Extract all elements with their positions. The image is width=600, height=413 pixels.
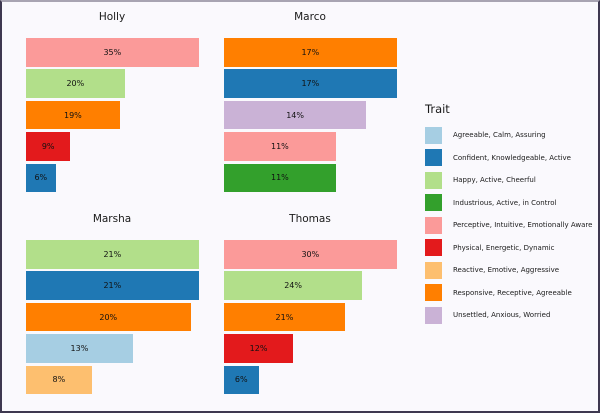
legend-label: Physical, Energetic, Dynamic [453, 243, 555, 252]
bar-value-label: 11% [271, 173, 289, 183]
legend-label: Perceptive, Intuitive, Emotionally Aware [453, 221, 593, 230]
legend-label: Agreeable, Calm, Assuring [453, 131, 546, 140]
bar-value-label: 9% [41, 141, 55, 151]
facet-title: Holly [98, 11, 126, 23]
facet-thomas: Thomas 30% 24% 21% 12% 6% [215, 212, 405, 404]
legend-swatch-icon [425, 261, 442, 279]
facet-bars: 30% 24% 21% 12% 6% [224, 240, 405, 397]
bar: 21% [26, 240, 199, 269]
bar-value-label: 21% [103, 249, 122, 259]
legend-item: Industrious, Active, in Control [425, 192, 592, 215]
bar: 21% [224, 302, 345, 332]
bar-value-label: 13% [70, 343, 89, 353]
bar: 20% [26, 302, 191, 332]
legend-label: Reactive, Emotive, Aggressive [453, 266, 560, 275]
bar-value-label: 20% [99, 312, 118, 322]
legend-swatch-icon [425, 194, 442, 212]
legend-label: Happy, Active, Cheerful [453, 176, 536, 185]
bar-value-label: 17% [301, 79, 320, 89]
bar: 8% [26, 365, 92, 395]
legend-label: Unsettled, Anxious, Worried [453, 311, 551, 320]
legend-swatch-icon [425, 284, 442, 302]
legend-swatch-icon [425, 239, 442, 257]
facet-marco: Marco 17% 17% 14% 11% 11% [215, 10, 405, 202]
bar: 21% [26, 271, 199, 300]
legend-item: Unsettled, Anxious, Worried [425, 304, 592, 327]
facet-title: Marco [294, 11, 326, 23]
legend-label: Responsive, Receptive, Agreeable [453, 288, 572, 297]
bar: 35% [26, 38, 199, 67]
bar: 13% [26, 334, 133, 363]
bar-value-label: 14% [286, 110, 304, 120]
bar: 6% [26, 163, 56, 193]
bar-value-label: 11% [271, 141, 289, 151]
bar-value-label: 6% [34, 173, 48, 183]
bar: 24% [224, 271, 363, 300]
bar-value-label: 21% [103, 281, 122, 291]
facet-holly: Holly 35% 20% 19% 9% 6% [17, 10, 207, 202]
bar: 14% [224, 100, 367, 130]
bar: 17% [224, 69, 397, 98]
bar-value-label: 35% [103, 47, 122, 57]
legend-label: Confident, Knowledgeable, Active [453, 153, 571, 162]
bar-value-label: 24% [284, 281, 302, 291]
bar: 17% [224, 38, 397, 67]
legend-item: Reactive, Emotive, Aggressive [425, 259, 592, 282]
legend-swatch-icon [425, 126, 442, 144]
legend-item: Confident, Knowledgeable, Active [425, 147, 592, 170]
legend: Trait Agreeable, Calm, Assuring Confident… [425, 102, 592, 327]
bar-value-label: 30% [301, 249, 320, 259]
facet-bars: 35% 20% 19% 9% 6% [26, 38, 207, 195]
legend-item: Responsive, Receptive, Agreeable [425, 282, 592, 305]
bar-value-label: 6% [234, 375, 248, 385]
legend-swatch-icon [425, 216, 442, 234]
legend-title: Trait [425, 102, 450, 116]
bar: 30% [224, 240, 397, 269]
bar-value-label: 19% [64, 110, 82, 120]
legend-items: Agreeable, Calm, Assuring Confident, Know… [425, 124, 592, 327]
facet-bars: 17% 17% 14% 11% 11% [224, 38, 405, 195]
legend-item: Agreeable, Calm, Assuring [425, 124, 592, 147]
legend-item: Happy, Active, Cheerful [425, 169, 592, 192]
bar-value-label: 8% [52, 375, 66, 385]
bar: 19% [26, 100, 120, 130]
bar: 11% [224, 163, 336, 193]
legend-item: Perceptive, Intuitive, Emotionally Aware [425, 214, 592, 237]
bar: 12% [224, 334, 294, 363]
bar-value-label: 12% [249, 343, 268, 353]
bar-value-label: 17% [301, 47, 320, 57]
bar-value-label: 21% [275, 312, 294, 322]
bar: 20% [26, 69, 125, 98]
legend-swatch-icon [425, 171, 442, 189]
legend-item: Physical, Energetic, Dynamic [425, 237, 592, 260]
facet-title: Marsha [92, 213, 132, 225]
facet-title: Thomas [289, 213, 331, 225]
facet-bars: 21% 21% 20% 13% 8% [26, 240, 207, 397]
legend-swatch-icon [425, 306, 442, 324]
bar-value-label: 20% [66, 79, 85, 89]
facet-marsha: Marsha 21% 21% 20% 13% 8% [17, 212, 207, 404]
bar: 11% [224, 132, 336, 161]
bar: 6% [224, 365, 259, 395]
legend-swatch-icon [425, 149, 442, 167]
legend-label: Industrious, Active, in Control [453, 198, 557, 207]
bar: 9% [26, 132, 71, 161]
